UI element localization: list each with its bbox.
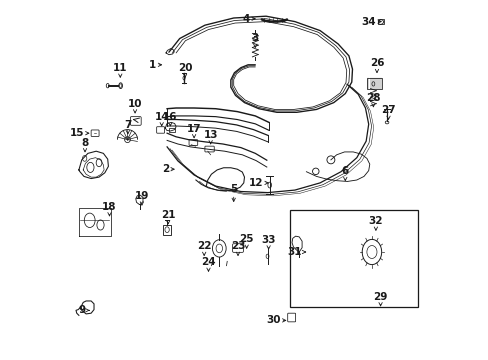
Bar xyxy=(168,128,174,132)
Text: 32: 32 xyxy=(368,216,383,226)
Text: 21: 21 xyxy=(161,210,175,220)
Text: 15: 15 xyxy=(70,128,84,138)
Text: 10: 10 xyxy=(127,99,142,109)
Text: 2: 2 xyxy=(162,164,168,174)
Text: 11: 11 xyxy=(113,63,127,73)
Bar xyxy=(366,78,381,89)
Text: 16: 16 xyxy=(163,112,177,122)
Text: 8: 8 xyxy=(81,138,88,148)
Text: 28: 28 xyxy=(366,93,380,103)
Text: 25: 25 xyxy=(239,234,253,244)
Text: 4: 4 xyxy=(242,14,249,24)
Text: 34: 34 xyxy=(361,17,375,27)
Text: 13: 13 xyxy=(203,130,218,140)
Text: 5: 5 xyxy=(230,184,237,194)
Text: 26: 26 xyxy=(369,58,384,68)
Text: 14: 14 xyxy=(154,112,169,122)
Text: 7: 7 xyxy=(124,120,131,130)
Text: 1: 1 xyxy=(149,60,156,70)
Text: 24: 24 xyxy=(201,257,215,267)
Bar xyxy=(289,210,418,307)
Text: 31: 31 xyxy=(287,247,302,257)
Bar xyxy=(378,19,384,24)
Text: 20: 20 xyxy=(178,63,192,73)
Text: 12: 12 xyxy=(248,178,263,188)
Text: 18: 18 xyxy=(102,202,117,212)
Text: 23: 23 xyxy=(230,241,245,251)
Text: 30: 30 xyxy=(265,315,280,325)
Bar xyxy=(163,225,171,235)
Text: 6: 6 xyxy=(341,166,348,176)
Text: 19: 19 xyxy=(134,191,149,201)
Text: 33: 33 xyxy=(261,235,275,245)
Text: 17: 17 xyxy=(186,124,201,134)
Text: 27: 27 xyxy=(381,105,395,115)
Text: 9: 9 xyxy=(79,305,86,315)
Text: 22: 22 xyxy=(197,241,211,251)
Text: 3: 3 xyxy=(251,33,258,43)
Text: 29: 29 xyxy=(373,292,387,302)
